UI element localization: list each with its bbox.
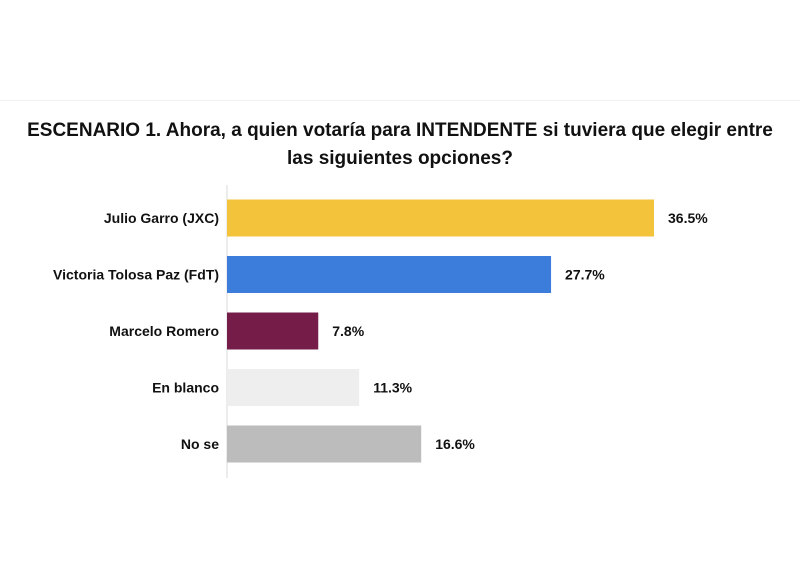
chart-title-line-1: ESCENARIO 1. Ahora, a quien votaría para… xyxy=(27,120,773,141)
category-label-en-blanco: En blanco xyxy=(152,380,219,396)
bar-en-blanco xyxy=(227,369,360,406)
category-label-julio-garro-jxc: Julio Garro (JXC) xyxy=(104,210,219,226)
category-label-victoria-tolosa-paz-fdt: Victoria Tolosa Paz (FdT) xyxy=(53,267,219,283)
value-label-victoria-tolosa-paz-fdt: 27.7% xyxy=(565,267,605,283)
bar-victoria-tolosa-paz-fdt xyxy=(227,256,552,293)
bar-julio-garro-jxc xyxy=(227,199,654,237)
top-band xyxy=(0,0,800,100)
chart-title-line-2: las siguientes opciones? xyxy=(287,148,513,169)
divider-line xyxy=(0,100,800,101)
category-label-no-se: No se xyxy=(181,436,219,452)
value-label-no-se: 16.6% xyxy=(435,436,475,452)
value-label-marcelo-romero: 7.8% xyxy=(332,323,364,339)
value-label-en-blanco: 11.3% xyxy=(373,380,412,396)
chart-title: ESCENARIO 1. Ahora, a quien votaría para… xyxy=(0,117,800,173)
value-label-julio-garro-jxc: 36.5% xyxy=(668,210,708,226)
bar-marcelo-romero xyxy=(227,312,319,350)
category-label-marcelo-romero: Marcelo Romero xyxy=(109,323,219,339)
bar-no-se xyxy=(227,425,422,463)
